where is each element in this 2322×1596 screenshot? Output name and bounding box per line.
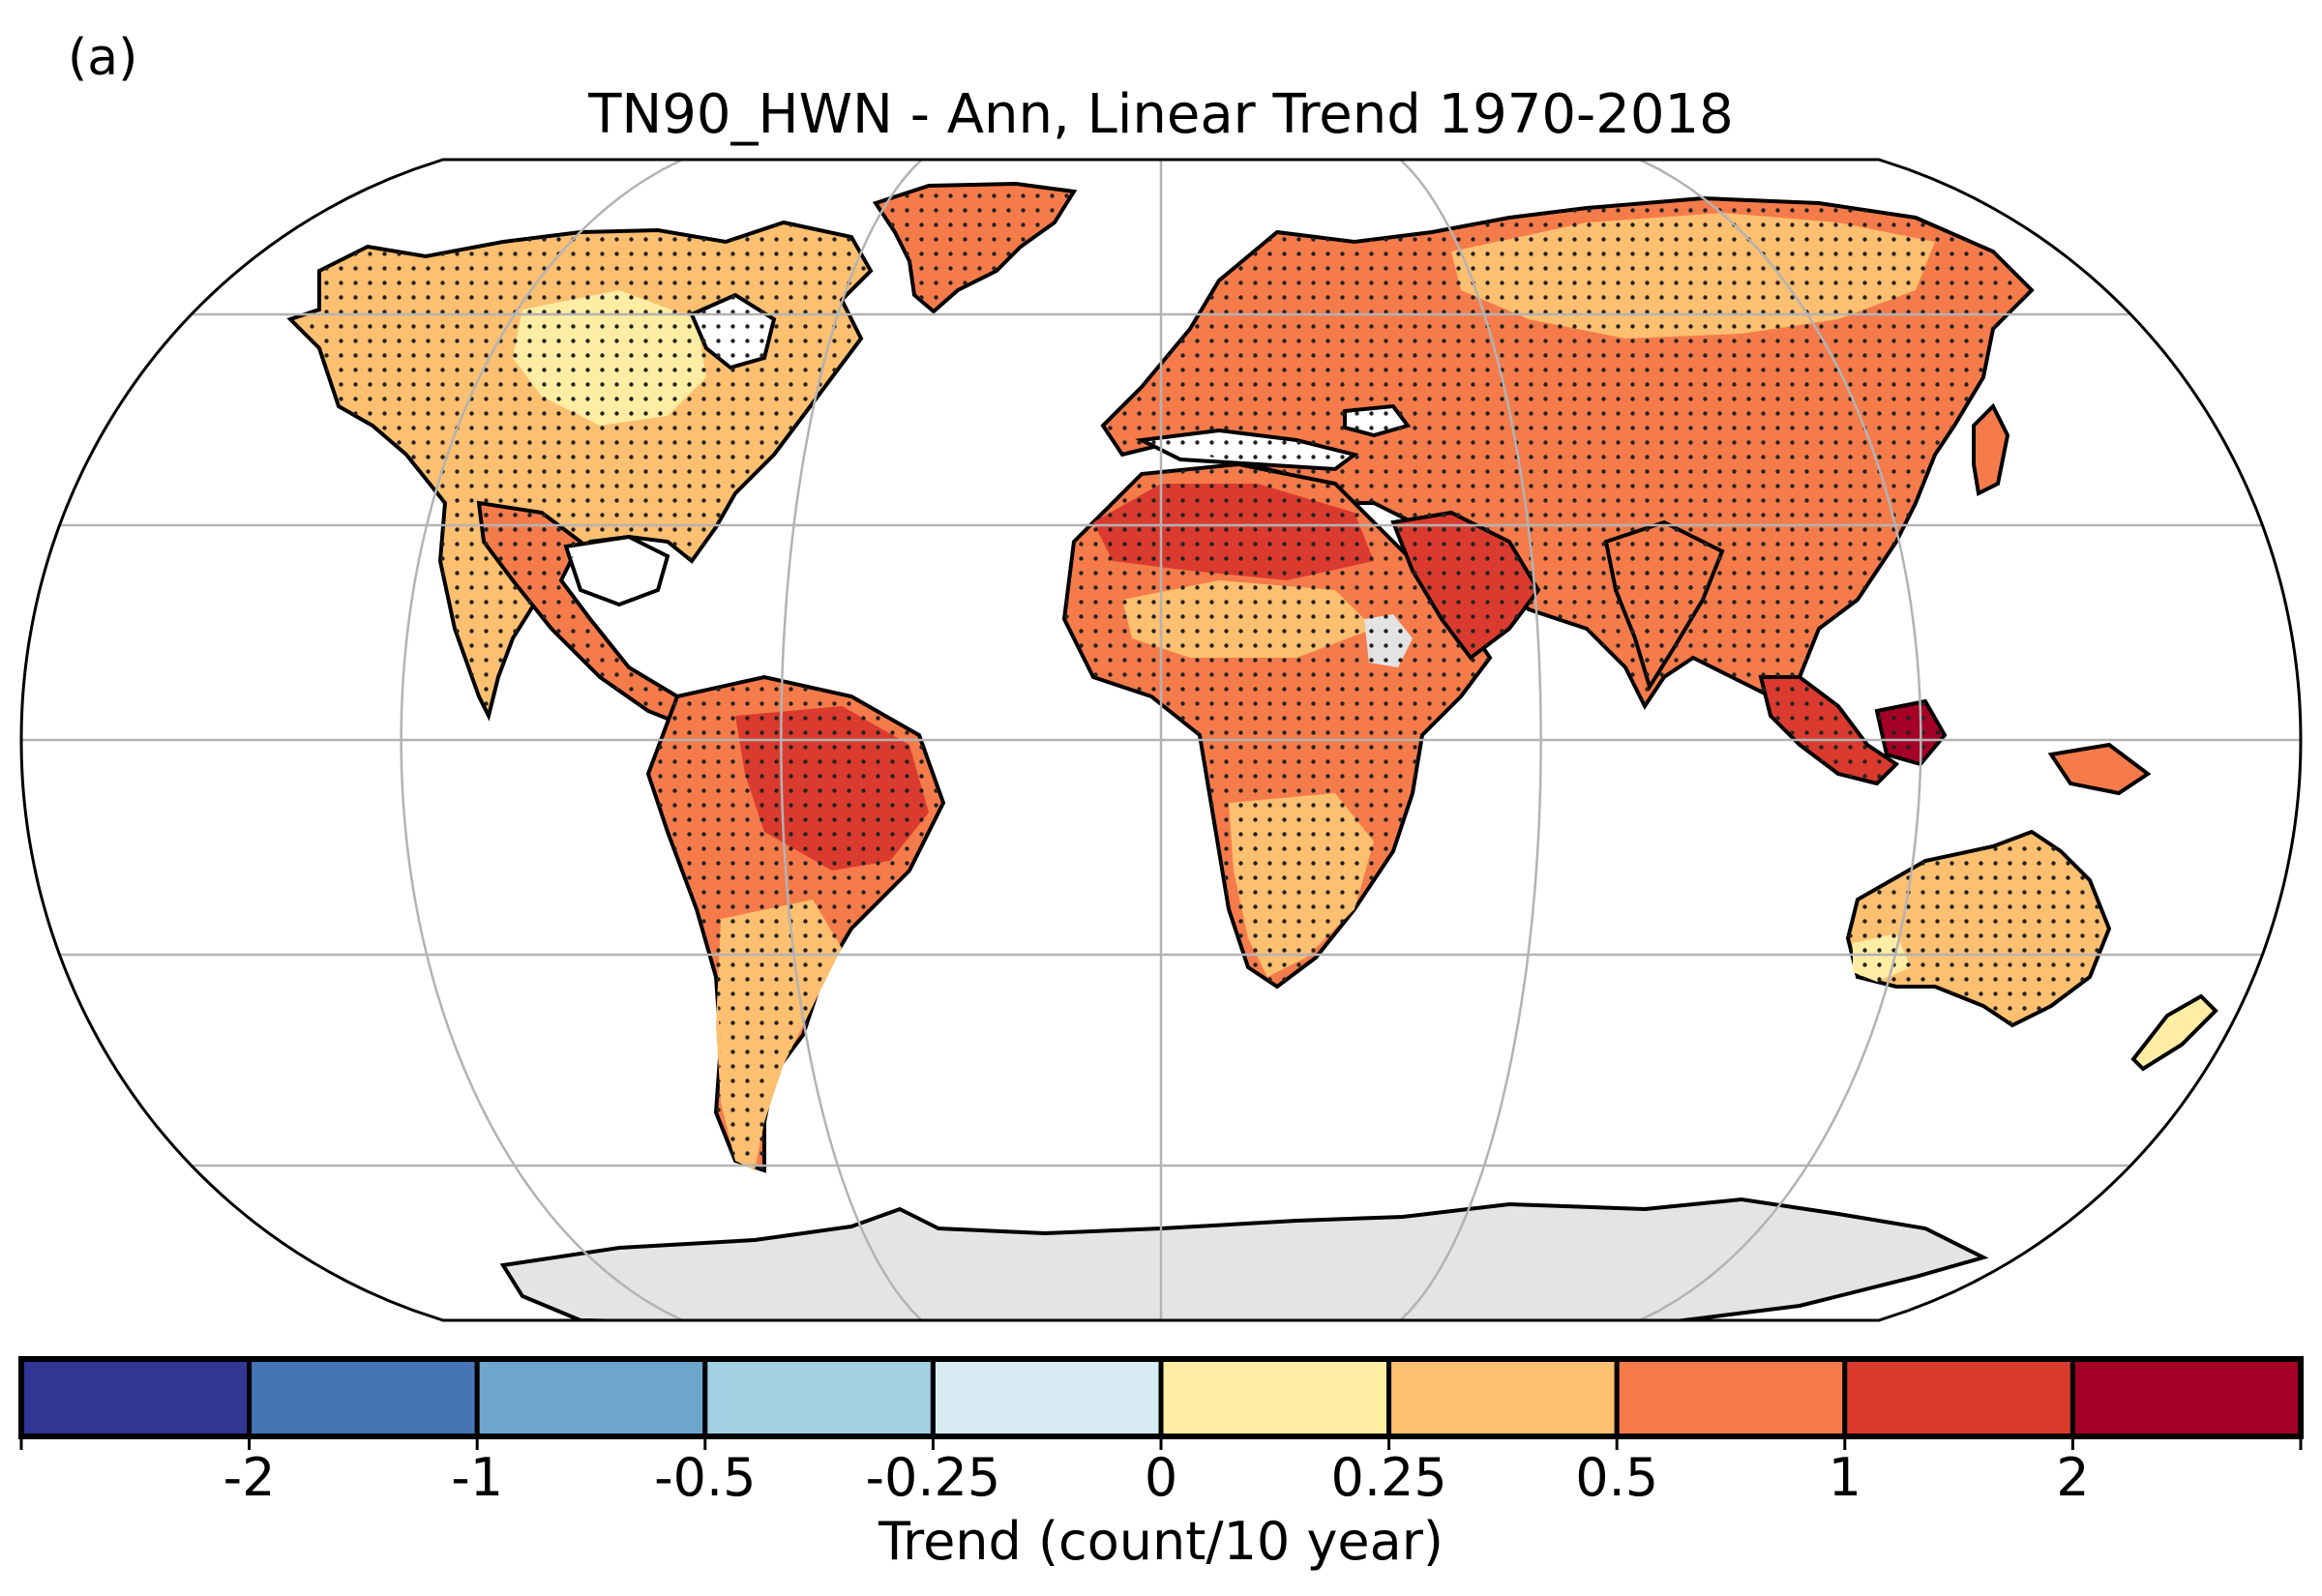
stippling-overlay	[290, 184, 2109, 1170]
colorbar-tick-label: 2	[2056, 1447, 2090, 1508]
japan	[1972, 402, 2010, 496]
colorbar-tick-label: 1	[1828, 1447, 1861, 1508]
colorbar-bin	[2069, 1356, 2304, 1439]
colorbar	[18, 1356, 2304, 1450]
colorbar-bin	[474, 1356, 708, 1439]
colorbar-tick-label: -2	[223, 1447, 276, 1508]
colorbar-tick-label: 0.25	[1330, 1447, 1447, 1508]
colorbar-bin	[930, 1356, 1164, 1439]
colorbar-bin	[702, 1356, 936, 1439]
colorbar-tick-label: 0.5	[1575, 1447, 1659, 1508]
graticule	[21, 160, 2301, 1320]
antarctica	[499, 1197, 1989, 1320]
new-guinea	[2047, 742, 2152, 796]
colorbar-tick-label: -1	[451, 1447, 504, 1508]
colorbar-bin	[1386, 1356, 1620, 1439]
colorbar-bin	[1842, 1356, 2075, 1439]
colorbar-bin	[1158, 1356, 1392, 1439]
colorbar-tick-label: 0	[1144, 1447, 1178, 1508]
colorbar-bin	[1614, 1356, 1848, 1439]
caribbean	[629, 609, 774, 682]
colorbar-tick-label: -0.5	[654, 1447, 757, 1508]
globe-outline	[19, 158, 2303, 1322]
colorbar-label: Trend (count/10 year)	[878, 1511, 1444, 1572]
panel-label: (a)	[68, 29, 138, 87]
colorbar-tick-label: -0.25	[865, 1447, 1001, 1508]
colorbar-bin	[247, 1356, 480, 1439]
map-title: TN90_HWN - Ann, Linear Trend 1970-2018	[588, 83, 1734, 146]
colorbar-bin	[18, 1356, 253, 1439]
new-zealand	[2130, 993, 2218, 1072]
